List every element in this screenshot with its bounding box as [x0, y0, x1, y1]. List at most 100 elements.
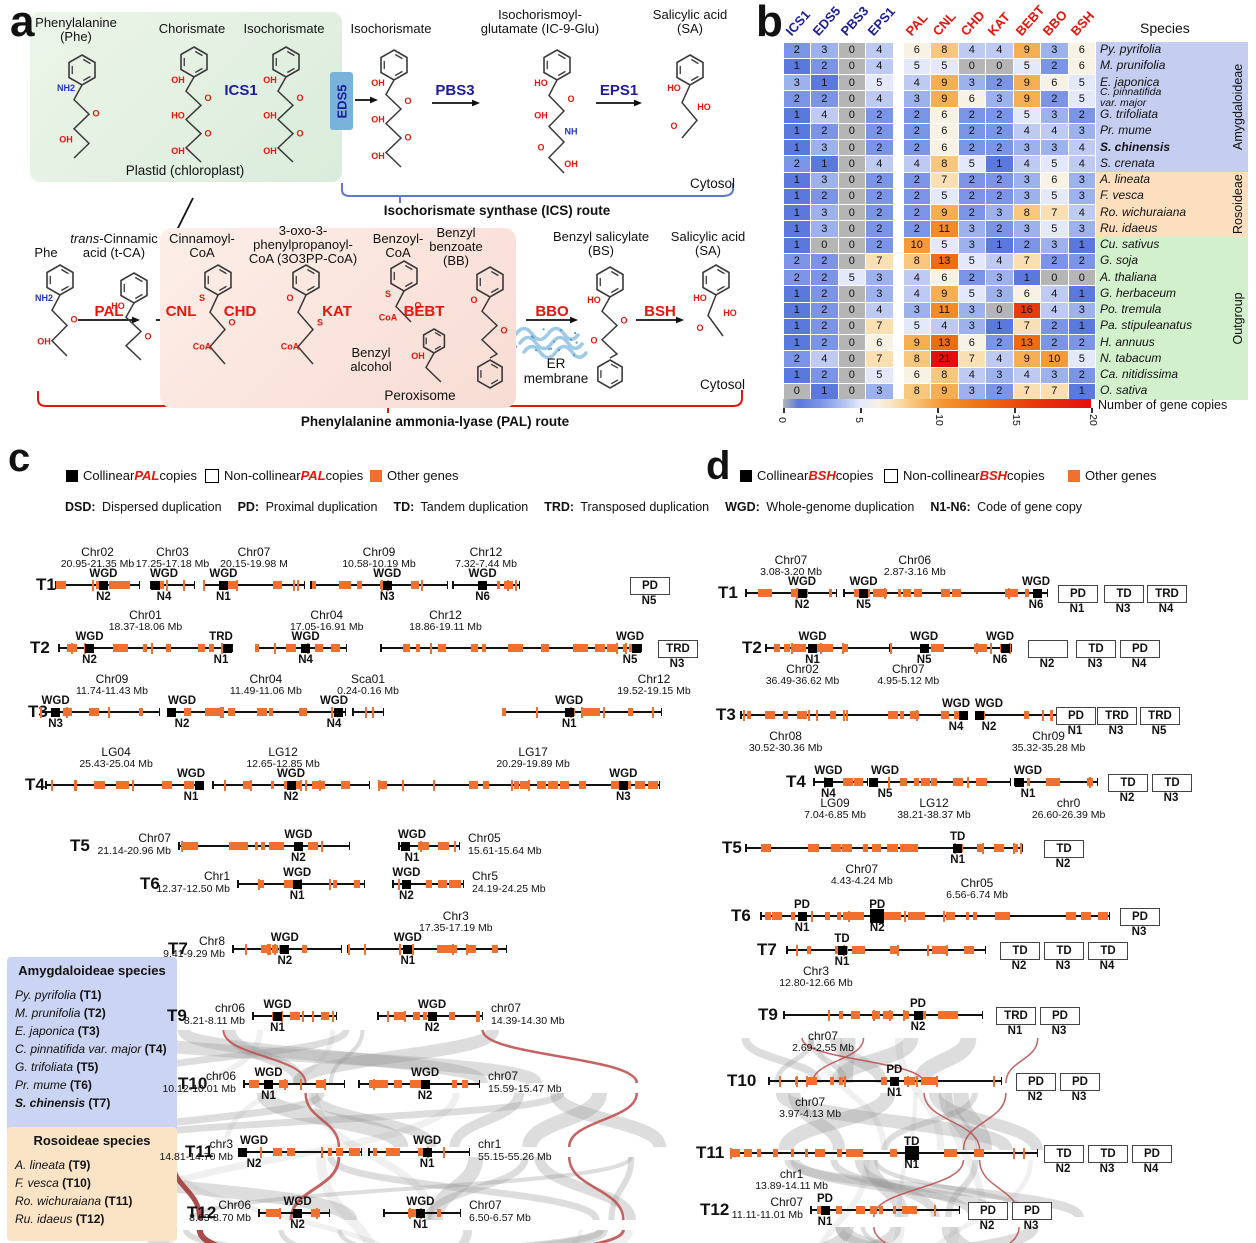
gene-block — [874, 1206, 878, 1214]
heatmap-cell: 4 — [1068, 140, 1095, 156]
heatmap-cell: 3 — [1013, 172, 1040, 188]
legend-text: copies — [835, 468, 874, 483]
compound-name: Benzyl benzoate (BB) — [429, 225, 483, 269]
heatmap-cell: 5 — [903, 58, 930, 74]
legend-text: copies — [1007, 468, 1045, 483]
heatmap-cell: 16 — [1013, 302, 1040, 318]
heatmap-cell: 2 — [783, 91, 810, 107]
track-code: (T12) — [75, 1212, 105, 1226]
abbrev-key: N1-N6: — [930, 500, 971, 514]
heatmap-cell: 9 — [931, 383, 958, 399]
collinearity-ribbon-gray — [966, 1224, 1039, 1243]
chromosome-range: 20.15-19.98 M — [220, 558, 288, 570]
species-name: Ru. idaeus — [15, 1212, 76, 1226]
gene-block — [888, 844, 898, 852]
heatmap-cell: 3 — [866, 286, 893, 302]
gene-block — [1046, 778, 1056, 786]
heatmap-cell: 3 — [1041, 237, 1068, 253]
collinearity-ribbon-gray — [223, 1029, 336, 1148]
double-bond — [716, 268, 725, 275]
copy-code-label: N3 — [1071, 1091, 1087, 1103]
arrow-head — [370, 96, 378, 104]
heatmap-cell: 2 — [986, 188, 1013, 204]
compound-name: Isochorismoyl-glutamate (IC-9-Glu) — [480, 7, 600, 37]
gene-block — [897, 589, 902, 597]
compound-name: Salicylic acid (SA) — [670, 229, 746, 259]
compound-name: Chorismate — [158, 21, 226, 36]
heatmap-cell: 5 — [866, 367, 893, 383]
heatmap-cell: 4 — [866, 58, 893, 74]
heatmap-cell: 3 — [1041, 140, 1068, 156]
heatmap-cell: 3 — [958, 383, 985, 399]
collinearity-ribbon-gray — [894, 1037, 945, 1151]
heatmap-cell: 0 — [1041, 270, 1068, 286]
other-genes-swatch — [1068, 469, 1080, 482]
double-bond — [60, 285, 69, 292]
heatmap-cell: 2 — [811, 318, 838, 334]
heatmap-cell: 4 — [1041, 123, 1068, 139]
heatmap-cell: 2 — [958, 140, 985, 156]
gene-block — [380, 579, 383, 591]
heatmap-cell: 2 — [783, 253, 810, 269]
segment-end-tick — [984, 946, 986, 954]
molecule-structure: HO O O — [587, 266, 628, 389]
heatmap-cell: 0 — [838, 42, 865, 58]
legend-item: Non-collinear PAL copies — [205, 468, 363, 483]
abbrev-value: Dispersed duplication — [98, 500, 222, 514]
heatmap-cell: 2 — [866, 205, 893, 221]
heatmap-cell: 5 — [958, 253, 985, 269]
chromosome-range: 13.89-14.11 Mb — [755, 1180, 828, 1192]
dup-type-label: WGD — [870, 765, 900, 777]
track-label: T1 — [718, 583, 738, 602]
copy-code-label: N2 — [1039, 658, 1055, 670]
species-label: S. chinensis — [1100, 139, 1171, 154]
species-label: Py. pyrifolia — [1100, 42, 1162, 57]
collinearity-ribbon-gray — [328, 1029, 365, 1084]
gene-block — [808, 709, 811, 721]
gene-block — [889, 946, 897, 954]
legend-item: Collinear PAL copies — [66, 468, 197, 483]
double-bond — [286, 50, 295, 57]
segment-end-tick — [783, 1011, 785, 1019]
side-chain — [124, 302, 143, 361]
collinearity-ribbon-gray — [881, 1092, 978, 1151]
gene-block — [842, 844, 853, 852]
gene-block — [904, 1077, 913, 1085]
noncollinear-swatch — [205, 468, 219, 483]
enzyme-label: PBS3 — [435, 82, 475, 99]
heatmap-cell: 0 — [783, 383, 810, 399]
heatmap-cell: 0 — [838, 205, 865, 221]
gene-block — [835, 1206, 843, 1214]
gene-block — [757, 1149, 762, 1157]
heatmap-cell: 8 — [903, 383, 930, 399]
gene-block — [800, 644, 806, 652]
atom-label: OH — [371, 78, 385, 88]
heatmap-cell: 2 — [1068, 253, 1095, 269]
side-chain — [707, 294, 724, 337]
gene-block — [941, 711, 950, 719]
atom-label: S — [385, 289, 391, 299]
legend-gene-name: BSH — [979, 468, 1008, 483]
legend-text: Non-collinear — [903, 468, 980, 483]
chromosome-segment — [310, 583, 448, 587]
gene-block — [1081, 912, 1092, 920]
gene-block — [890, 1149, 898, 1157]
heatmap-cell: 10 — [903, 237, 930, 253]
heatmap-cell: 4 — [1068, 156, 1095, 172]
heatmap-cell: 3 — [958, 237, 985, 253]
copy-code-label: N2 — [1055, 1163, 1071, 1175]
gene-block — [420, 579, 423, 591]
collinearity-ribbon-gray — [520, 1227, 608, 1243]
gene-block — [1097, 912, 1104, 920]
chromosome-name: Chr02 — [786, 662, 819, 676]
molecule-structure: OH O OH O OH — [263, 46, 304, 163]
atom-label: O — [567, 94, 574, 104]
heatmap-cell: 5 — [931, 237, 958, 253]
atom-label: OH — [171, 75, 185, 85]
collinearity-ribbon-gray — [788, 1092, 846, 1151]
species-label: Ca. nitidissima — [1100, 367, 1179, 382]
chromosome-range: 20.95-21.35 Mb — [60, 558, 135, 570]
collinearity-ribbon-gray — [860, 1226, 885, 1243]
heatmap-cell: 6 — [1013, 286, 1040, 302]
segment-end-tick — [446, 581, 448, 589]
